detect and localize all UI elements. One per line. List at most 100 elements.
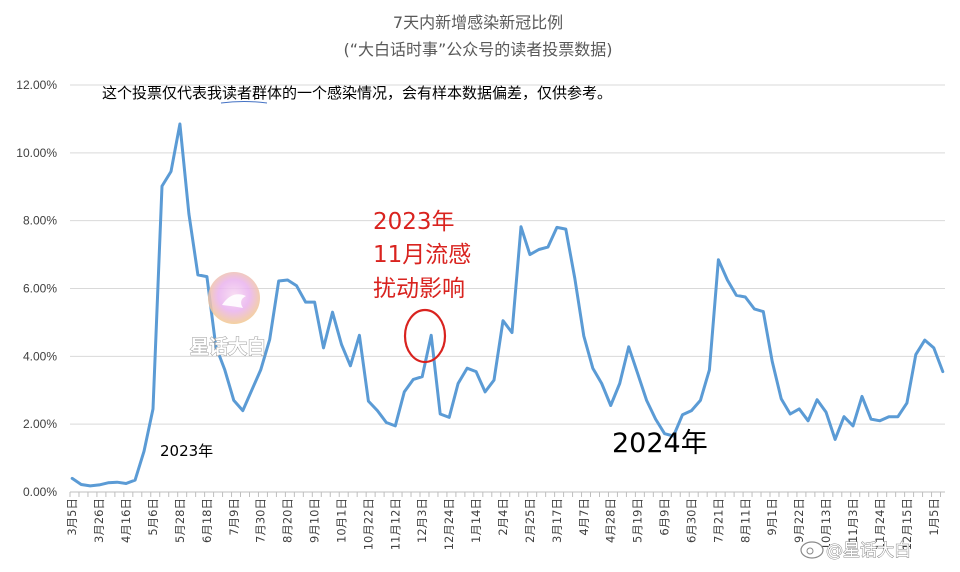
data-point — [806, 419, 810, 422]
data-point — [367, 399, 370, 403]
data-point — [914, 353, 917, 356]
data-point — [403, 390, 406, 394]
data-point — [762, 310, 765, 313]
data-point — [250, 389, 253, 392]
data-point — [735, 294, 738, 297]
data-point — [295, 284, 298, 287]
data-point — [941, 370, 944, 373]
data-point — [609, 404, 612, 407]
data-point — [663, 432, 666, 435]
data-point — [80, 483, 83, 486]
x-tick-label: 5月6日 — [146, 498, 160, 536]
data-point — [205, 275, 209, 278]
data-point — [896, 415, 900, 418]
data-point — [376, 409, 379, 412]
x-tick-label: 12月3日 — [415, 498, 429, 543]
data-point — [322, 346, 325, 350]
data-point — [672, 434, 675, 438]
x-tick-label: 9月22日 — [792, 498, 806, 543]
watermark-logo — [208, 272, 260, 324]
data-point — [833, 438, 837, 441]
flu-note-line-1: 2023年 — [373, 209, 455, 235]
data-point — [815, 398, 819, 401]
data-point — [98, 483, 101, 487]
data-point — [430, 334, 433, 337]
data-point — [313, 300, 316, 304]
year-label-2023: 2023年 — [160, 442, 213, 460]
y-tick-label: 12.00% — [16, 78, 57, 92]
disclaimer-underline — [220, 101, 268, 104]
x-tick-label: 5月19日 — [631, 498, 645, 543]
x-tick-label: 4月28日 — [604, 498, 618, 543]
data-point — [71, 477, 74, 480]
watermark-center: 星话大白 — [190, 335, 266, 358]
flu-note-line-2: 11月流感 — [373, 242, 471, 268]
data-point — [681, 413, 684, 416]
x-tick-label: 9月1日 — [765, 498, 779, 536]
data-point — [492, 378, 496, 382]
data-point — [510, 331, 514, 334]
data-point — [241, 409, 244, 412]
y-tick-label: 0.00% — [23, 485, 57, 499]
data-point — [627, 345, 630, 348]
flu-note-line-3: 扰动影响 — [373, 276, 465, 302]
x-tick-label: 6月18日 — [200, 498, 214, 543]
x-tick-label: 10月13日 — [819, 498, 833, 550]
y-tick-label: 8.00% — [23, 214, 57, 228]
data-point — [555, 226, 559, 229]
data-point — [591, 367, 594, 370]
x-tick-label: 2月25日 — [523, 498, 537, 543]
data-point — [331, 311, 334, 314]
x-tick-label: 4月16日 — [119, 498, 133, 543]
data-point — [421, 375, 424, 378]
data-point — [905, 401, 909, 405]
data-point — [358, 334, 361, 337]
data-point — [304, 300, 307, 304]
data-point — [780, 397, 783, 400]
data-point — [582, 334, 585, 338]
x-tick-label: 2月4日 — [496, 498, 510, 536]
data-point — [546, 245, 550, 249]
data-point — [573, 277, 576, 280]
data-point — [708, 368, 711, 372]
x-tick-label: 7月21日 — [711, 498, 725, 543]
data-point — [932, 346, 935, 350]
data-point — [142, 450, 146, 453]
data-point — [178, 122, 182, 126]
x-tick-label: 4月7日 — [577, 498, 591, 536]
data-point — [726, 278, 729, 282]
data-point — [448, 416, 451, 419]
y-tick-label: 4.00% — [23, 349, 57, 363]
flu-spike-circle — [403, 308, 447, 364]
data-point — [277, 279, 280, 283]
weibo-icon — [800, 541, 824, 559]
x-tick-label: 6月9日 — [658, 498, 672, 536]
data-point — [89, 484, 92, 488]
data-point — [456, 382, 460, 385]
data-point — [474, 370, 478, 373]
data-point — [528, 253, 532, 256]
weibo-watermark: @星话大白 — [800, 541, 912, 562]
data-point — [654, 417, 657, 421]
x-tick-label: 11月3日 — [846, 498, 860, 543]
data-point — [771, 360, 774, 363]
x-tick-label: 11月24日 — [873, 498, 887, 550]
data-point — [196, 273, 200, 277]
data-point — [394, 424, 397, 428]
data-point — [106, 481, 110, 484]
x-tick-label: 12月24日 — [442, 498, 456, 550]
data-point — [824, 411, 828, 414]
y-tick-label: 6.00% — [23, 282, 57, 296]
data-point — [465, 367, 469, 370]
data-point — [259, 368, 262, 372]
x-tick-label: 3月5日 — [65, 498, 79, 536]
x-tick-label: 3月26日 — [92, 498, 106, 543]
data-point — [412, 378, 415, 381]
data-point — [717, 258, 720, 261]
x-tick-label: 5月28日 — [173, 498, 187, 543]
x-tick-label: 12月15日 — [900, 498, 914, 550]
bird-icon — [222, 294, 246, 308]
data-point — [618, 382, 621, 385]
y-tick-label: 10.00% — [16, 146, 57, 160]
